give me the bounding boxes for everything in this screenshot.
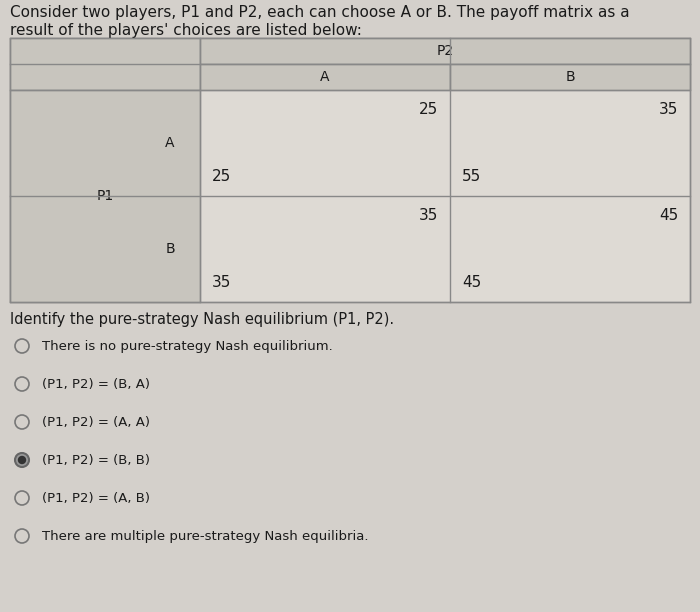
Circle shape (16, 454, 28, 466)
Text: result of the players' choices are listed below:: result of the players' choices are liste… (10, 23, 362, 38)
Text: Consider two players, P1 and P2, each can choose A or B. The payoff matrix as a: Consider two players, P1 and P2, each ca… (10, 5, 629, 20)
Bar (10, 38, 200, 90)
Bar (10, 90, 200, 302)
Bar (200, 64, 450, 90)
Text: 25: 25 (419, 102, 438, 117)
Text: There are multiple pure-strategy Nash equilibria.: There are multiple pure-strategy Nash eq… (42, 530, 368, 543)
Text: B: B (565, 70, 575, 84)
Circle shape (18, 457, 25, 463)
Text: There is no pure-strategy Nash equilibrium.: There is no pure-strategy Nash equilibri… (42, 340, 332, 353)
Text: 45: 45 (462, 275, 482, 290)
Text: P1: P1 (97, 189, 113, 203)
Text: (P1, P2) = (A, A): (P1, P2) = (A, A) (42, 416, 150, 429)
Bar (10, 38, 690, 302)
Text: A: A (165, 136, 175, 150)
Text: B: B (165, 242, 175, 256)
Text: P2: P2 (436, 44, 454, 58)
Text: 35: 35 (419, 208, 438, 223)
Text: (P1, P2) = (B, A): (P1, P2) = (B, A) (42, 378, 150, 391)
Text: (P1, P2) = (B, B): (P1, P2) = (B, B) (42, 454, 150, 467)
Text: 35: 35 (212, 275, 232, 290)
Text: 35: 35 (659, 102, 678, 117)
Text: A: A (321, 70, 330, 84)
Text: (P1, P2) = (A, B): (P1, P2) = (A, B) (42, 492, 150, 505)
Text: 45: 45 (659, 208, 678, 223)
Text: 55: 55 (462, 169, 482, 184)
Text: 25: 25 (212, 169, 231, 184)
Text: Identify the pure-strategy Nash equilibrium (P1, P2).: Identify the pure-strategy Nash equilibr… (10, 312, 394, 327)
Bar (200, 38, 690, 64)
Bar (450, 64, 690, 90)
